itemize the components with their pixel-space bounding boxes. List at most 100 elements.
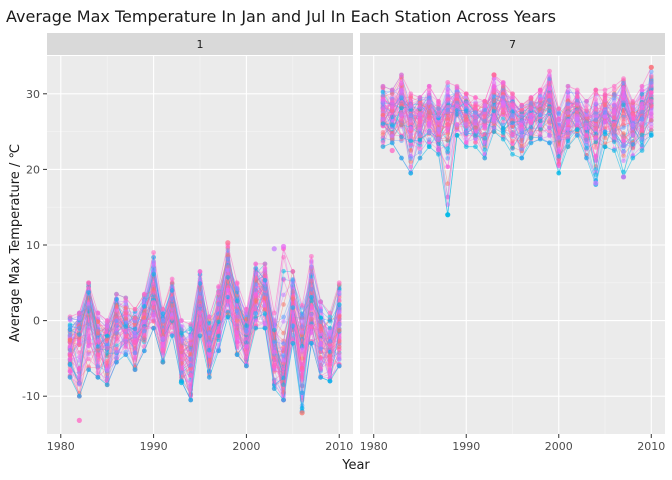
- station-point: [436, 136, 441, 142]
- station-point: [621, 85, 626, 91]
- station-point: [281, 397, 286, 403]
- station-point: [253, 261, 259, 267]
- station-point: [225, 299, 231, 304]
- station-point: [262, 272, 268, 278]
- station-point: [463, 121, 469, 126]
- station-point: [188, 378, 194, 384]
- station-point: [584, 133, 589, 138]
- station-point: [327, 369, 333, 375]
- station-point: [399, 155, 404, 161]
- station-point: [309, 286, 314, 292]
- station-point: [216, 284, 221, 289]
- station-point: [528, 131, 534, 137]
- station-point: [336, 344, 342, 350]
- station-point: [463, 144, 469, 150]
- station-point: [123, 310, 129, 316]
- station-point: [519, 138, 525, 143]
- station-point: [510, 138, 515, 144]
- station-point: [142, 304, 147, 309]
- station-point: [426, 110, 432, 115]
- station-point: [86, 343, 91, 349]
- station-point: [565, 101, 571, 107]
- station-point: [389, 91, 395, 96]
- station-point: [132, 326, 138, 332]
- station-point: [556, 131, 562, 137]
- station-point: [510, 133, 515, 138]
- station-point: [67, 362, 73, 367]
- station-point: [491, 129, 497, 135]
- station-point: [86, 327, 91, 333]
- station-point: [290, 309, 296, 315]
- station-point: [556, 106, 562, 112]
- station-point: [104, 351, 110, 356]
- station-point: [528, 117, 534, 122]
- station-point: [408, 164, 414, 170]
- station-point: [281, 330, 286, 336]
- station-point: [290, 269, 296, 274]
- station-point: [95, 369, 101, 375]
- station-point: [491, 84, 497, 89]
- station-point: [648, 99, 654, 104]
- station-point: [491, 94, 497, 99]
- station-point: [491, 88, 497, 93]
- station-point: [621, 90, 626, 95]
- station-point: [86, 290, 91, 295]
- station-point: [436, 109, 441, 115]
- station-point: [271, 386, 277, 392]
- station-point: [188, 335, 194, 341]
- station-point: [621, 125, 626, 130]
- station-point: [179, 324, 184, 329]
- station-point: [281, 319, 286, 324]
- station-point: [611, 122, 617, 128]
- station-point: [244, 323, 249, 328]
- station-point: [160, 319, 166, 324]
- station-point: [271, 359, 277, 365]
- station-point: [482, 118, 488, 124]
- station-point: [216, 301, 221, 307]
- station-point: [389, 133, 395, 139]
- station-point: [528, 101, 534, 106]
- station-point: [123, 340, 129, 346]
- station-point: [151, 267, 156, 273]
- station-point: [281, 365, 286, 371]
- station-point: [621, 153, 626, 158]
- station-point: [336, 312, 342, 318]
- station-point: [104, 360, 110, 366]
- station-point: [206, 314, 212, 320]
- station-line: [69, 244, 340, 325]
- station-point: [160, 347, 166, 352]
- station-point: [253, 287, 258, 293]
- station-point: [380, 105, 386, 111]
- station-point: [262, 277, 268, 283]
- station-point: [299, 372, 305, 378]
- station-point: [408, 91, 414, 97]
- station-point: [436, 127, 441, 132]
- station-point: [123, 345, 129, 350]
- station-point: [216, 319, 221, 325]
- station-point: [547, 97, 552, 103]
- station-point: [253, 271, 258, 276]
- station-point: [160, 352, 166, 357]
- station-point: [114, 304, 119, 310]
- station-point: [426, 95, 432, 101]
- station-point: [309, 295, 314, 300]
- station-point: [206, 320, 212, 326]
- station-point: [262, 296, 268, 301]
- station-line: [382, 89, 652, 153]
- station-point: [648, 132, 654, 138]
- station-point: [86, 295, 91, 301]
- station-point: [593, 136, 599, 141]
- station-point: [611, 110, 617, 115]
- station-point: [299, 343, 305, 349]
- y-tick-label: -10: [22, 390, 40, 403]
- station-point: [482, 136, 488, 141]
- station-point: [77, 342, 82, 348]
- station-point: [547, 92, 552, 98]
- station-point: [95, 322, 101, 328]
- station-point: [482, 113, 488, 119]
- station-point: [104, 382, 110, 388]
- station-point: [253, 311, 258, 316]
- station-point: [123, 316, 129, 321]
- station-point: [132, 322, 138, 328]
